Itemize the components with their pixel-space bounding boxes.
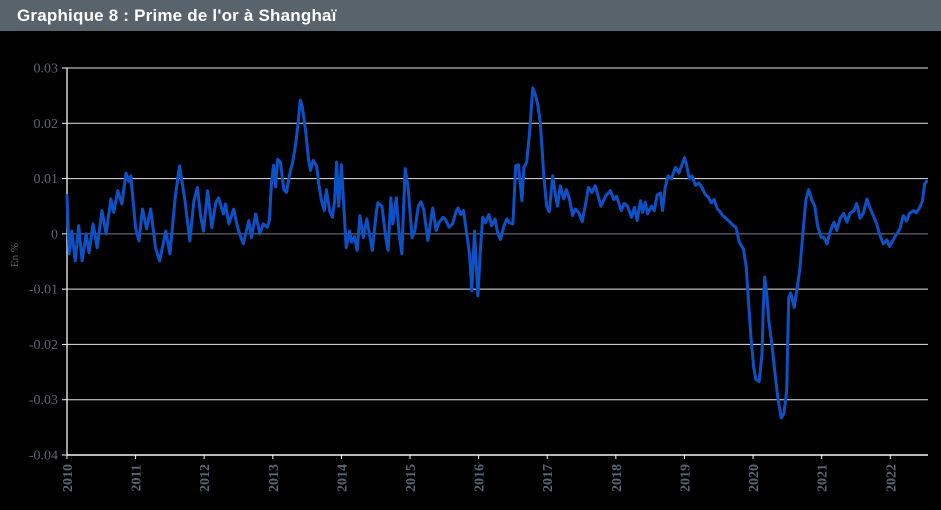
y-tick-label: 0.01 bbox=[34, 172, 59, 187]
x-tick-label: 2017 bbox=[541, 464, 556, 492]
y-tick-label: -0.01 bbox=[29, 283, 58, 298]
x-tick-label: 2011 bbox=[130, 464, 145, 491]
x-tick-label: 2015 bbox=[404, 464, 419, 492]
x-tick-label: 2020 bbox=[747, 464, 762, 492]
y-tick-label: -0.03 bbox=[29, 393, 58, 408]
x-tick-label: 2013 bbox=[267, 464, 282, 492]
x-tick-label: 2019 bbox=[678, 464, 693, 492]
chart-title: Graphique 8 : Prime de l'or à Shanghaï bbox=[17, 5, 337, 25]
title-bar: Graphique 8 : Prime de l'or à Shanghaï bbox=[0, 0, 941, 31]
x-tick-label: 2022 bbox=[884, 464, 899, 492]
y-tick-label: 0.02 bbox=[34, 117, 59, 132]
x-tick-label: 2014 bbox=[335, 464, 350, 492]
x-tick-label: 2021 bbox=[816, 464, 831, 492]
y-tick-label: -0.02 bbox=[29, 338, 58, 353]
y-tick-label: 0 bbox=[51, 227, 58, 242]
y-tick-label: 0.03 bbox=[34, 62, 59, 77]
x-tick-label: 2016 bbox=[473, 464, 488, 492]
x-tick-label: 2010 bbox=[61, 464, 76, 492]
x-tick-label: 2018 bbox=[610, 464, 625, 492]
y-tick-label: -0.04 bbox=[29, 449, 58, 464]
series-line-prime-or-shanghai bbox=[65, 86, 929, 420]
x-tick-label: 2012 bbox=[198, 464, 213, 492]
